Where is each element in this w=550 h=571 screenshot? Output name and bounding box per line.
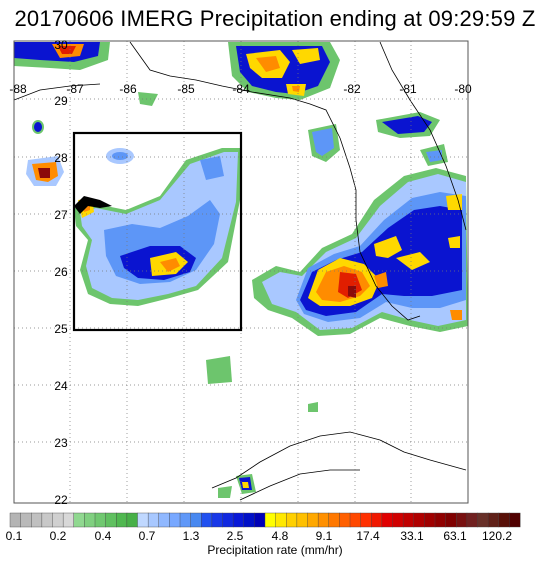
coastlines	[14, 41, 467, 501]
colorbar-swatch	[41, 512, 53, 528]
map-title: 20170606 IMERG Precipitation ending at 0…	[14, 6, 536, 31]
colorbar-swatch	[201, 512, 213, 528]
colorbar-tick-label: 4.8	[272, 529, 289, 543]
colorbar-tick-label: 2.5	[227, 529, 244, 543]
colorbar-swatch	[31, 512, 43, 528]
precip-cells-atlantic	[138, 92, 448, 166]
colorbar-swatch	[402, 512, 415, 528]
colorbar-swatch	[371, 512, 383, 528]
colorbar-swatch	[94, 512, 107, 528]
colorbar-swatch	[147, 512, 160, 528]
colorbar-swatch	[222, 512, 234, 528]
lon-label: -88	[9, 82, 27, 96]
colorbar-swatch	[62, 512, 75, 528]
colorbar-swatch	[179, 512, 192, 528]
lat-labels: 30 29 28 27 26 25 24 23 22	[54, 38, 68, 507]
lon-label: -80	[454, 82, 472, 96]
colorbar-swatch	[9, 512, 22, 528]
lon-label: -86	[119, 82, 137, 96]
colorbar-tick-label: 17.4	[356, 529, 380, 543]
colorbar-swatch	[105, 512, 117, 528]
lat-label: 28	[54, 151, 68, 165]
colorbar-swatch	[392, 512, 404, 528]
precip-cells-west	[26, 120, 134, 186]
colorbar-swatch	[169, 512, 181, 528]
colorbar-swatch	[286, 512, 298, 528]
precip-layer	[14, 41, 468, 503]
colorbar-swatch	[413, 512, 425, 528]
lon-labels: -88 -87 -86 -85 -84 -82 -81 -80	[9, 82, 472, 96]
colorbar-title: Precipitation rate (mm/hr)	[207, 543, 343, 557]
lon-label: -82	[343, 82, 361, 96]
colorbar-swatch	[254, 512, 266, 528]
precip-cells-south	[206, 356, 318, 498]
colorbar-tick-label: 9.1	[316, 529, 333, 543]
colorbar-swatch	[275, 512, 287, 528]
precip-cluster-north	[228, 42, 340, 100]
colorbar-swatch	[466, 512, 478, 528]
colorbar-swatch	[211, 512, 223, 528]
lat-label: 24	[54, 379, 68, 393]
graticule	[14, 41, 468, 503]
lat-label: 27	[54, 208, 68, 222]
colorbar-swatch	[52, 512, 64, 528]
lon-label: -87	[66, 82, 84, 96]
colorbar-swatch	[232, 512, 245, 528]
colorbar-swatch	[317, 512, 330, 528]
lat-label: 30	[54, 38, 68, 52]
colorbar-swatch	[339, 512, 351, 528]
colorbar-swatch	[498, 512, 510, 528]
colorbar-tick-label: 120.2	[482, 529, 512, 543]
colorbar-swatch	[307, 512, 319, 528]
colorbar-tick-label: 0.1	[6, 529, 23, 543]
colorbar-tick-label: 0.4	[95, 529, 112, 543]
colorbar-ticks: 0.1 0.2 0.4 0.7 1.3 2.5 4.8 9.1 17.4 33.…	[6, 529, 513, 543]
colorbar-swatch	[20, 512, 32, 528]
lat-label: 29	[54, 94, 68, 108]
colorbar-swatch	[190, 512, 202, 528]
precip-cluster-central	[74, 148, 240, 306]
precip-cluster-top-left	[14, 42, 110, 70]
lat-label: 25	[54, 322, 68, 336]
lon-label: -84	[232, 82, 250, 96]
colorbar	[9, 512, 521, 528]
colorbar-tick-label: 0.2	[50, 529, 67, 543]
colorbar-swatch	[445, 512, 457, 528]
colorbar-tick-label: 1.3	[183, 529, 200, 543]
colorbar-swatch	[487, 512, 500, 528]
colorbar-swatch	[296, 512, 308, 528]
colorbar-swatch	[264, 512, 277, 528]
colorbar-swatch	[360, 512, 372, 528]
colorbar-swatch	[434, 512, 447, 528]
colorbar-swatch	[158, 512, 170, 528]
colorbar-tick-label: 0.7	[139, 529, 156, 543]
colorbar-swatch	[381, 512, 393, 528]
colorbar-swatch	[477, 512, 489, 528]
colorbar-swatch	[328, 512, 340, 528]
colorbar-swatch	[349, 512, 362, 528]
colorbar-swatch	[456, 512, 468, 528]
colorbar-swatch	[73, 512, 85, 528]
colorbar-swatch	[126, 512, 138, 528]
colorbar-swatch	[116, 512, 128, 528]
colorbar-swatch	[137, 512, 149, 528]
colorbar-tick-label: 63.1	[443, 529, 467, 543]
lon-label: -81	[399, 82, 417, 96]
lat-label: 22	[54, 493, 68, 507]
lat-label: 26	[54, 265, 68, 279]
map-frame	[13, 40, 469, 504]
colorbar-swatch	[424, 512, 436, 528]
colorbar-swatch	[84, 512, 96, 528]
colorbar-swatch	[243, 512, 255, 528]
lat-label: 23	[54, 436, 68, 450]
colorbar-swatch	[509, 512, 521, 528]
highlight-box	[72, 131, 243, 332]
colorbar-tick-label: 33.1	[400, 529, 424, 543]
lon-label: -85	[177, 82, 195, 96]
